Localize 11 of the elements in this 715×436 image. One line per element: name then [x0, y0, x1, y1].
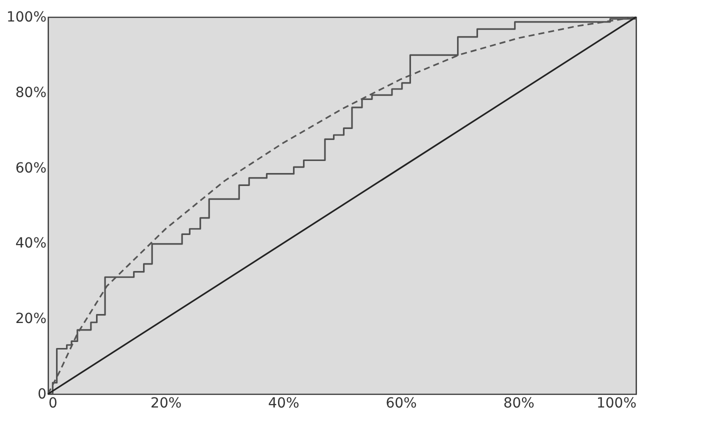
x-tick-label: 40% — [268, 396, 300, 412]
x-tick-label: 60% — [386, 396, 417, 412]
x-tick-label: 100% — [596, 396, 636, 412]
x-tick-label: 0 — [48, 396, 58, 412]
y-tick-label: 80% — [15, 84, 46, 101]
y-tick-label: 100% — [6, 10, 46, 26]
y-tick-label: 40% — [15, 236, 46, 252]
y-tick-label: 20% — [15, 311, 46, 328]
x-tick-label: 80% — [503, 396, 534, 412]
y-tick-label: 60% — [15, 160, 46, 176]
x-tick-label: 20% — [150, 396, 182, 412]
